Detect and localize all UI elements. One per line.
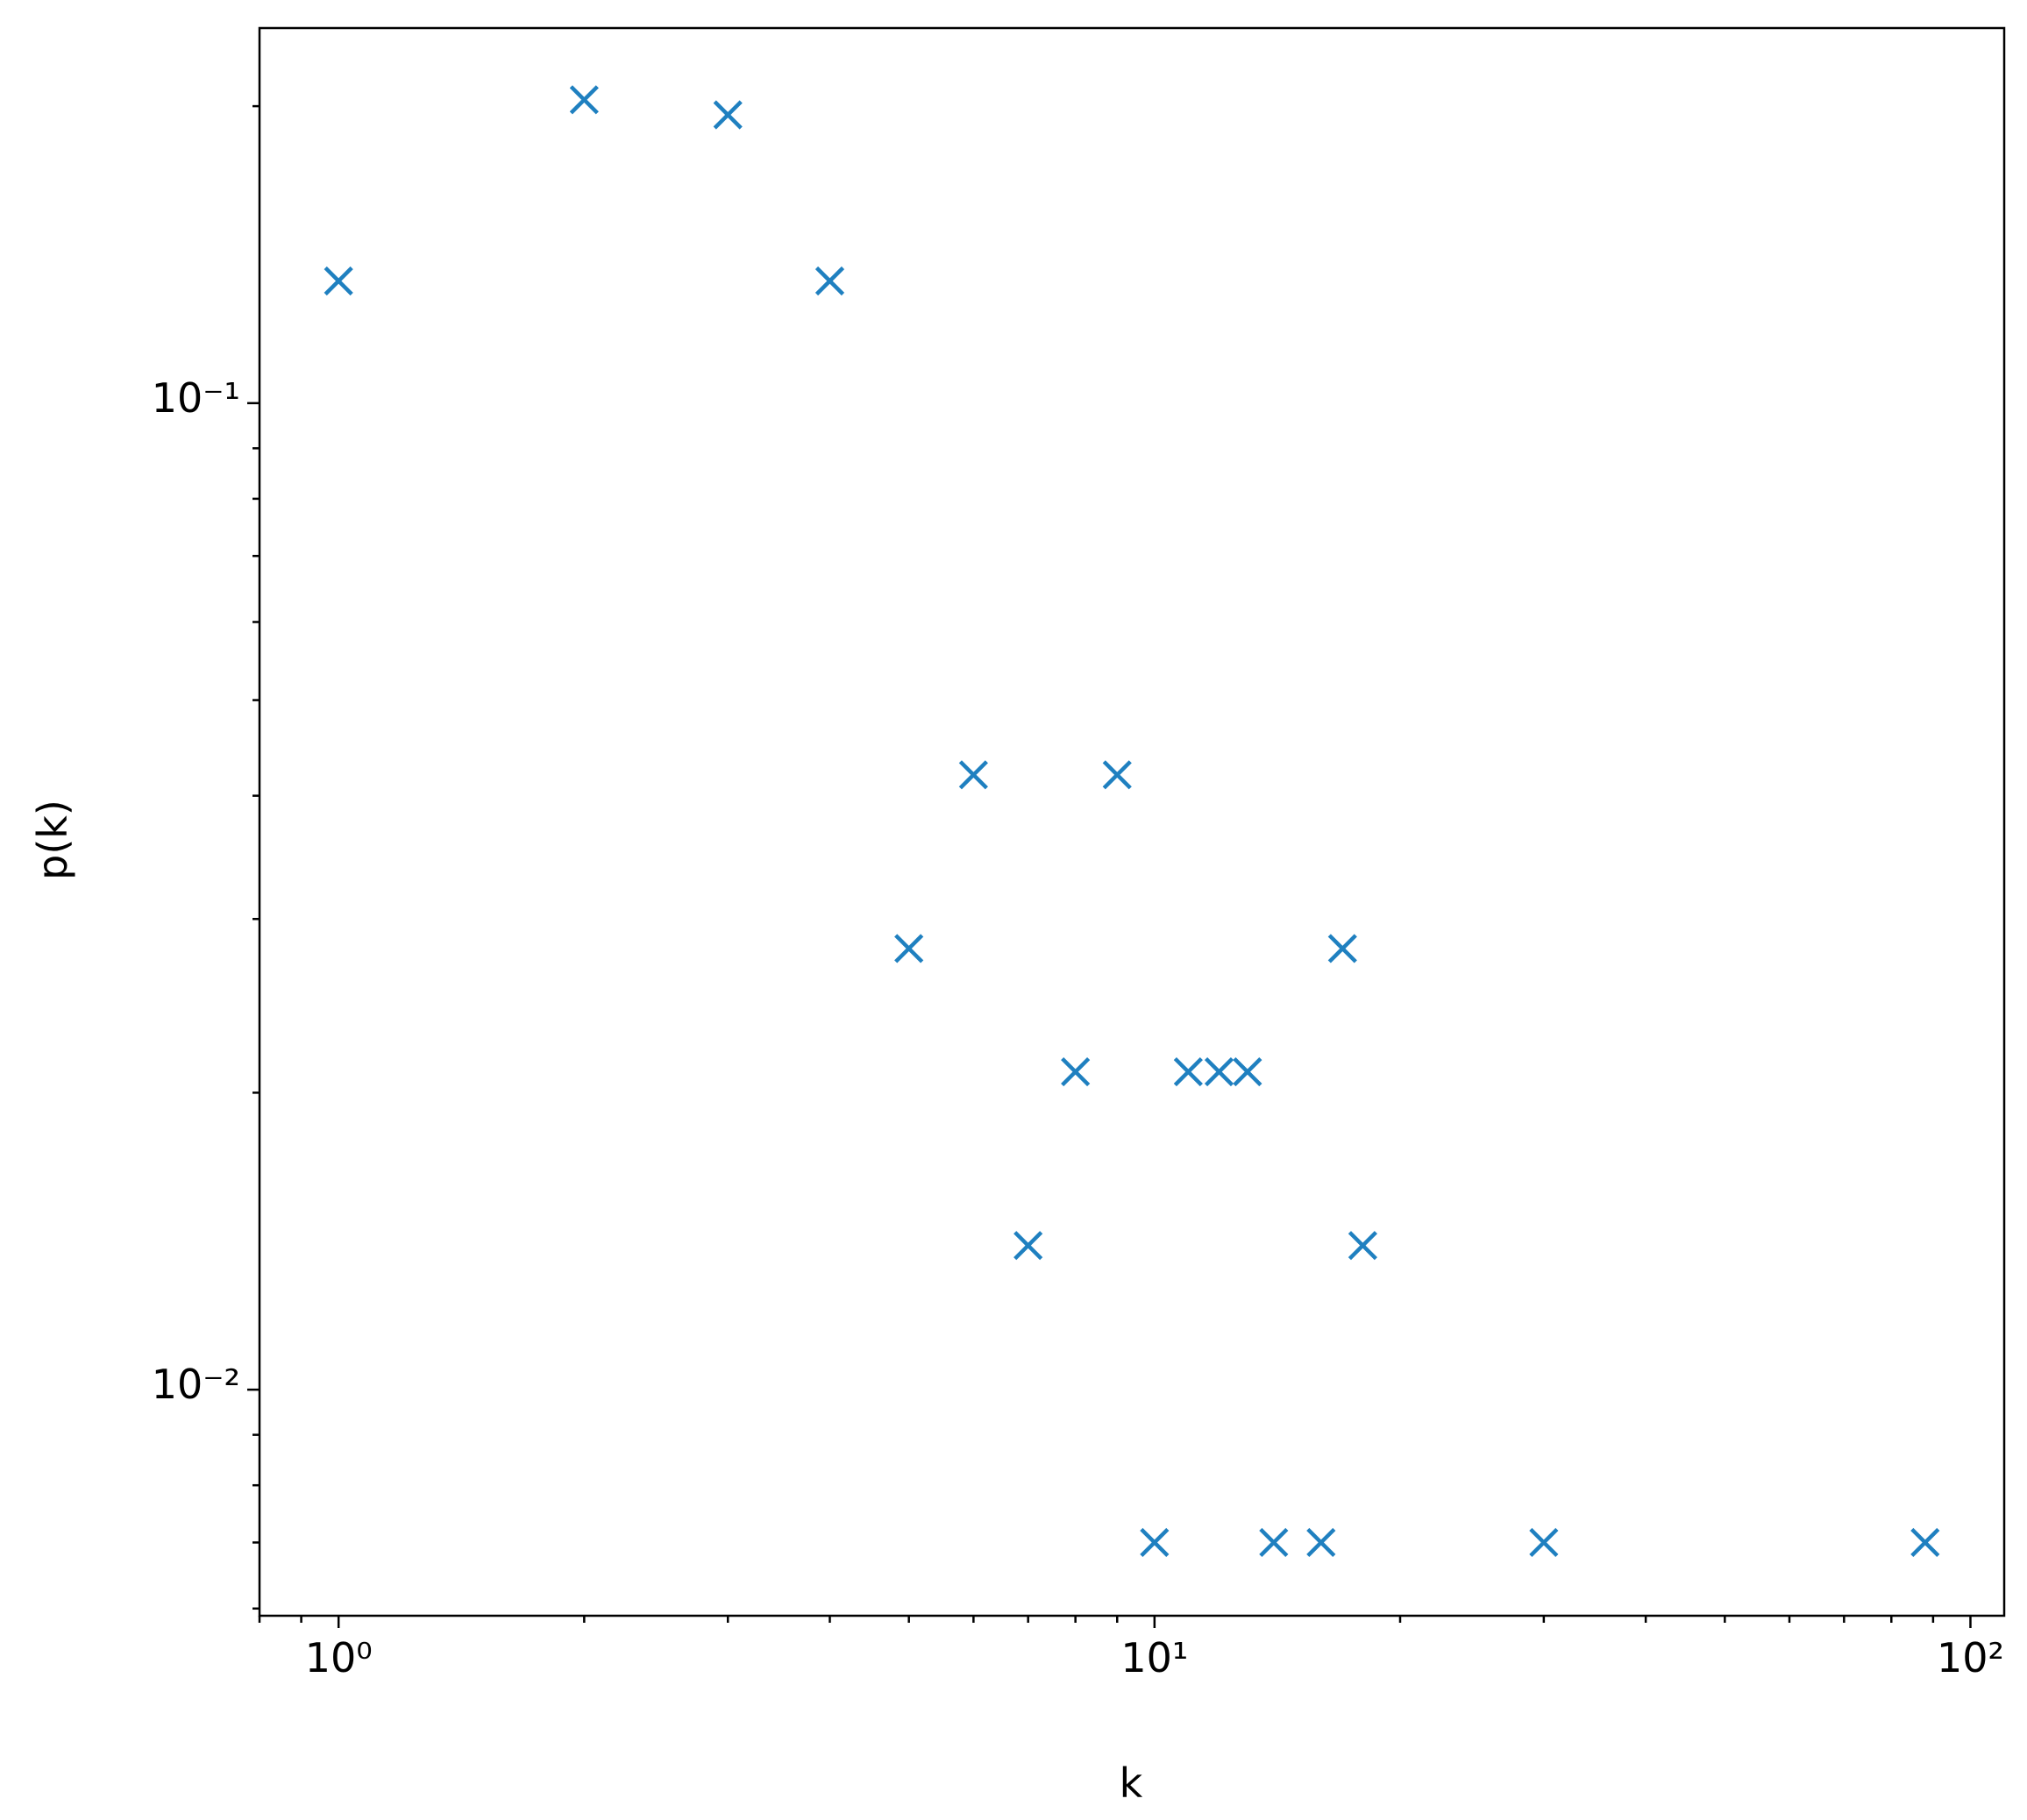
y-axis-label: p(k)	[29, 800, 76, 880]
marker	[1233, 1056, 1262, 1087]
plot-frame	[258, 26, 2006, 1617]
marker	[713, 100, 743, 130]
marker	[569, 85, 599, 115]
marker	[1014, 1231, 1043, 1261]
marker	[958, 760, 988, 790]
marker	[894, 934, 924, 963]
x-tick-label: 10²	[1937, 1634, 2004, 1681]
marker	[1529, 1527, 1559, 1558]
y-tick-label: 10⁻²	[152, 1361, 240, 1408]
marker	[1259, 1527, 1289, 1558]
marker	[1173, 1056, 1203, 1087]
x-tick-label: 10¹	[1120, 1634, 1188, 1681]
marker	[324, 266, 353, 296]
marker	[814, 266, 845, 296]
marker	[1306, 1527, 1336, 1558]
x-axis-label: k	[1120, 1760, 1143, 1807]
y-tick-label: 10⁻¹	[152, 374, 240, 422]
marker	[1327, 934, 1357, 963]
marker	[1061, 1056, 1091, 1087]
marker	[1910, 1527, 1940, 1558]
marker	[1348, 1231, 1377, 1261]
x-tick-label: 10⁰	[305, 1634, 373, 1681]
marker	[1140, 1527, 1170, 1558]
marker	[1204, 1056, 1234, 1087]
marker	[1102, 760, 1132, 790]
